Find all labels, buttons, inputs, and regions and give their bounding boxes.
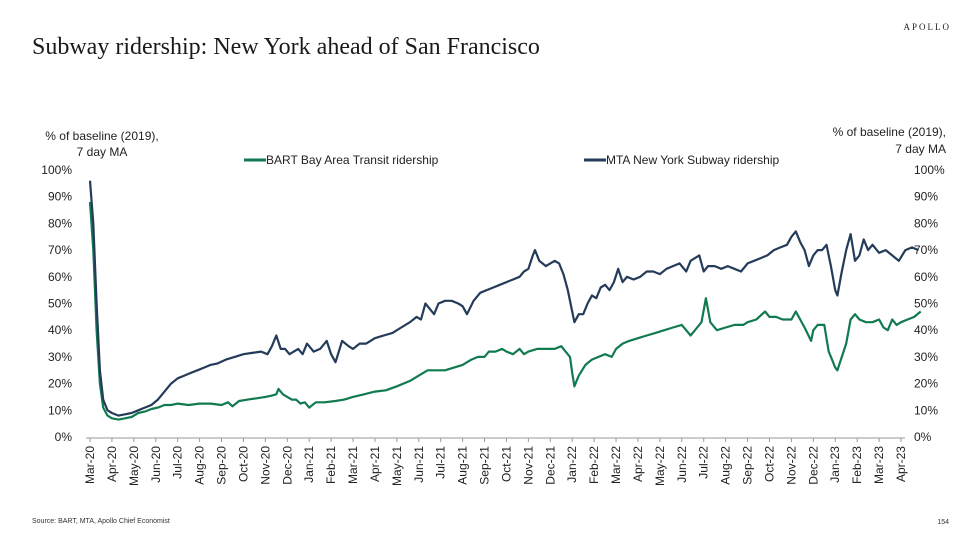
legend-label-bart: BART Bay Area Transit ridership [266, 153, 439, 167]
y-tick-label-left: 50% [48, 297, 72, 311]
page-number: 154 [937, 519, 949, 526]
x-tick-label: Feb-23 [850, 446, 864, 484]
y-tick-label-left: 80% [48, 216, 72, 230]
y-tick-label-left: 60% [48, 270, 72, 284]
y-axis-title-left: % of baseline (2019), [45, 129, 158, 143]
x-tick-label: Apr-22 [631, 446, 645, 482]
x-tick-label: Jun-22 [675, 446, 689, 483]
series-lines [88, 180, 922, 421]
y-axis-title-right: % of baseline (2019), [833, 125, 946, 139]
legend: BART Bay Area Transit ridership MTA New Y… [244, 153, 780, 167]
y-tick-label-left: 30% [48, 350, 72, 364]
y-axis-title-right: 7 day MA [895, 142, 946, 156]
y-tick-label-right: 10% [914, 403, 938, 417]
x-tick-label: Jan-21 [302, 446, 316, 483]
x-tick-label: Aug-20 [193, 446, 207, 485]
x-tick-label: Mar-21 [346, 446, 360, 484]
x-tick-label: Jul-22 [697, 446, 711, 479]
x-tick-label: May-22 [653, 446, 667, 486]
y-tick-label-right: 70% [914, 243, 938, 257]
x-tick-label: Dec-21 [543, 446, 557, 485]
x-tick-label: May-20 [127, 446, 141, 486]
x-tick-label: Mar-20 [83, 446, 97, 484]
y-tick-label-right: 0% [914, 430, 932, 444]
source-note: Source: BART, MTA, Apollo Chief Economis… [32, 518, 170, 525]
x-tick-label: Oct-21 [499, 446, 513, 482]
x-tick-label: Nov-21 [521, 446, 535, 485]
bart-series-line [88, 201, 922, 421]
y-tick-label-right: 80% [914, 216, 938, 230]
y-tick-label-right: 100% [914, 163, 945, 177]
y-tick-label-left: 100% [41, 163, 72, 177]
y-tick-label-right: 20% [914, 377, 938, 391]
y-tick-label-left: 10% [48, 403, 72, 417]
legend-label-mta: MTA New York Subway ridership [606, 153, 780, 167]
x-tick-label: Sep-20 [215, 446, 229, 485]
x-tick-label: Jul-21 [434, 446, 448, 479]
x-tick-label: Jun-20 [149, 446, 163, 483]
x-tick-label: Apr-20 [105, 446, 119, 482]
y-tick-label-right: 90% [914, 190, 938, 204]
mta-series-line [88, 180, 919, 417]
x-tick-label: Sep-22 [741, 446, 755, 485]
y-tick-label-right: 50% [914, 297, 938, 311]
chart-title: Subway ridership: New York ahead of San … [32, 34, 540, 60]
x-tick-label: Nov-20 [258, 446, 272, 485]
y-tick-label-right: 60% [914, 270, 938, 284]
x-tick-label: Jan-22 [565, 446, 579, 483]
y-tick-label-left: 70% [48, 243, 72, 257]
brand-logo: APOLLO [903, 22, 951, 32]
axes: 0% 0% 10% 10% 20% 20% 30% 30% 40% 40% 50% 50% 60% 60%… [41, 125, 946, 486]
x-tick-label: Dec-20 [280, 446, 294, 485]
y-tick-label-left: 0% [55, 430, 73, 444]
x-tick-label: Apr-21 [368, 446, 382, 482]
y-tick-label-left: 40% [48, 323, 72, 337]
x-tick-label: Nov-22 [784, 446, 798, 485]
y-tick-label-right: 40% [914, 323, 938, 337]
y-tick-label-left: 90% [48, 190, 72, 204]
x-tick-label: Aug-21 [456, 446, 470, 485]
x-tick-label: Feb-21 [324, 446, 338, 484]
x-tick-label: Feb-22 [587, 446, 601, 484]
x-tick-label: Jun-21 [412, 446, 426, 483]
x-tick-label: Sep-21 [478, 446, 492, 485]
x-tick-label: Oct-22 [762, 446, 776, 482]
x-tick-label: May-21 [390, 446, 404, 486]
x-tick-label: Oct-20 [236, 446, 250, 482]
x-tick-label: Jul-20 [171, 446, 185, 479]
x-tick-label: Mar-22 [609, 446, 623, 484]
x-tick-label: Mar-23 [872, 446, 886, 484]
y-axis-title-left: 7 day MA [77, 145, 128, 159]
x-tick-label: Aug-22 [719, 446, 733, 485]
x-tick-label: Jan-23 [828, 446, 842, 483]
x-tick-label: Dec-22 [806, 446, 820, 485]
y-tick-label-left: 20% [48, 377, 72, 391]
y-tick-label-right: 30% [914, 350, 938, 364]
x-tick-label: Apr-23 [894, 446, 908, 482]
